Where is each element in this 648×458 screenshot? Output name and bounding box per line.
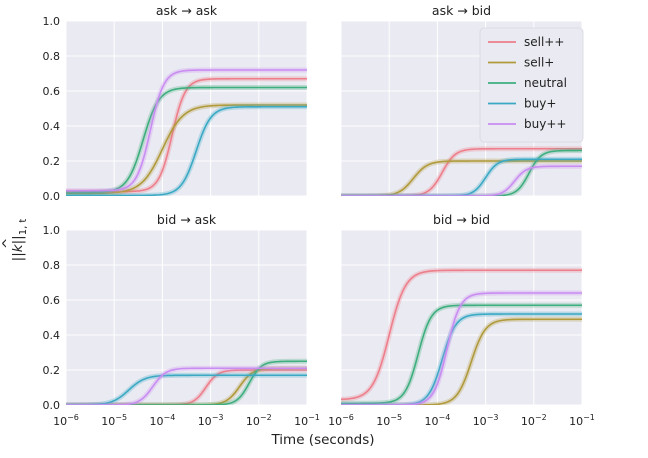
x-tick-label: 10−1 xyxy=(294,413,320,428)
panel-title: ask → ask xyxy=(156,3,218,18)
legend-label-sell+: sell+ xyxy=(524,56,554,70)
y-axis-label-subscript: 1, t xyxy=(18,219,29,236)
series-line-neutral xyxy=(66,360,307,405)
series-line-buy++ xyxy=(66,69,307,192)
legend-frame xyxy=(479,27,584,143)
legend-label-buy++: buy++ xyxy=(524,117,566,131)
y-tick-label: 0.4 xyxy=(43,120,61,133)
x-axis-label: Time (seconds) xyxy=(270,432,374,448)
x-tick-label: 10−5 xyxy=(376,413,402,428)
legend-label-neutral: neutral xyxy=(524,76,567,90)
svg-text:||k||1, t: ||k||1, t xyxy=(10,219,29,262)
panels-layer: ask → ask 0.0 0.2 0.4 0.6 0.8 1.0 ask → bid bid … xyxy=(43,3,595,428)
y-tick-label: 0.0 xyxy=(43,190,61,203)
x-tick-label: 10−6 xyxy=(53,413,79,428)
x-tick-label: 10−4 xyxy=(150,413,176,428)
y-tick-label: 1.0 xyxy=(43,224,61,237)
panel-background xyxy=(341,230,582,405)
series-line-neutral xyxy=(66,86,307,194)
panel-title: bid → bid xyxy=(433,212,490,227)
y-tick-label: 0.2 xyxy=(43,155,61,168)
y-tick-label: 0.4 xyxy=(43,329,61,342)
y-tick-label: 0.8 xyxy=(43,259,61,272)
series-group xyxy=(66,358,307,405)
series-line-buy++ xyxy=(341,292,582,405)
series-group xyxy=(66,67,307,196)
series-line-sell+ xyxy=(66,104,307,195)
panel-0: ask → ask 0.0 0.2 0.4 0.6 0.8 1.0 xyxy=(43,3,308,203)
y-axis-label: ||k||1, t ^ xyxy=(0,219,29,262)
series-line-sell++ xyxy=(341,269,582,401)
y-tick-label: 0.6 xyxy=(43,294,61,307)
series-line-buy+ xyxy=(66,374,307,405)
x-tick-label: 10−5 xyxy=(101,413,127,428)
series-group xyxy=(341,146,582,196)
x-tick-label: 10−6 xyxy=(328,413,354,428)
panel-3: bid → bid 10−6 10−5 10−4 10−3 10−2 10−1 xyxy=(328,212,595,428)
y-axis-label-open: || xyxy=(10,252,26,261)
panel-background xyxy=(66,21,307,196)
y-axis-label-close: || xyxy=(10,235,26,244)
x-tick-label: 10−3 xyxy=(473,413,499,428)
series-line-buy+ xyxy=(66,105,307,196)
y-tick-label: 0.8 xyxy=(43,50,61,63)
y-axis-label-hat: ^ xyxy=(0,238,16,249)
series-line-sell++ xyxy=(66,369,307,405)
panel-2: bid → ask 0.0 0.2 0.4 0.6 0.8 1.0 10−6 10−5 10−4 1… xyxy=(43,212,320,428)
x-tick-label: 10−2 xyxy=(521,413,547,428)
y-tick-label: 0.0 xyxy=(43,399,61,412)
series-group xyxy=(341,267,582,405)
x-tick-label: 10−2 xyxy=(246,413,272,428)
series-line-neutral xyxy=(341,149,582,196)
legend-label-sell++: sell++ xyxy=(524,35,564,49)
panel-title: ask → bid xyxy=(432,3,491,18)
x-tick-label: 10−4 xyxy=(425,413,451,428)
series-line-sell+ xyxy=(341,318,582,405)
x-tick-label: 10−1 xyxy=(569,413,595,428)
y-tick-label: 0.2 xyxy=(43,364,61,377)
legend-label-buy+: buy+ xyxy=(524,97,556,111)
legend: sell++ sell+ neutral buy+ buy++ xyxy=(479,27,584,143)
series-line-buy++ xyxy=(341,165,582,196)
panel-background xyxy=(66,230,307,405)
series-line-buy++ xyxy=(66,367,307,405)
x-tick-label: 10−3 xyxy=(198,413,224,428)
y-axis-label-k: k xyxy=(10,243,26,252)
y-tick-label: 1.0 xyxy=(43,15,61,28)
panel-title: bid → ask xyxy=(157,212,217,227)
y-tick-label: 0.6 xyxy=(43,85,61,98)
